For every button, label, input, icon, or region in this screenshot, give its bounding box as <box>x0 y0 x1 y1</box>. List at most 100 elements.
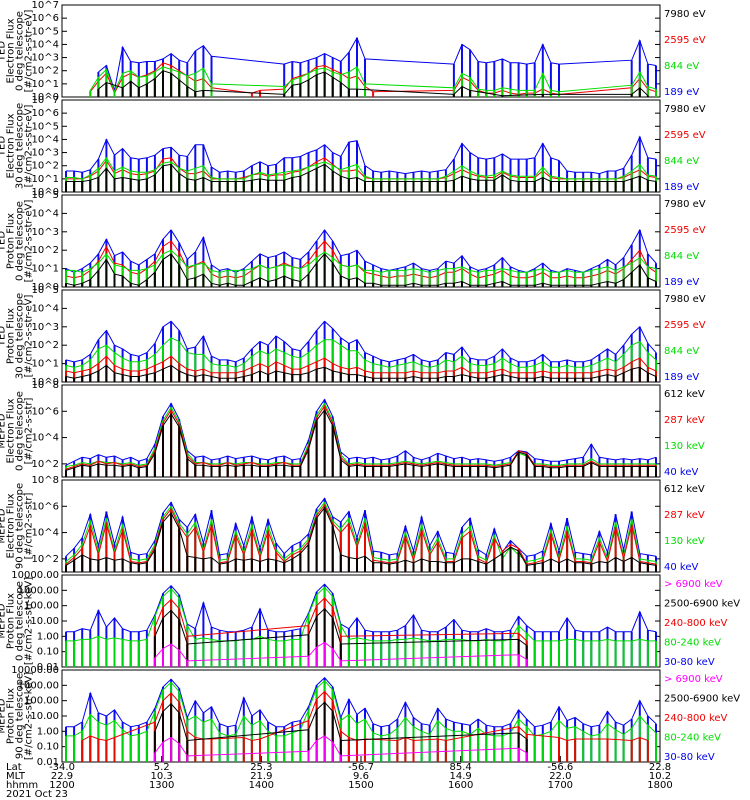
lat-value: 5.2 <box>154 762 170 773</box>
legend-label: 844 eV <box>664 346 699 357</box>
series-black <box>65 163 657 192</box>
y-axis-label-line: 0 deg telescope <box>15 581 26 661</box>
series-line <box>66 156 657 180</box>
y-axis-label-line: TED <box>0 231 8 252</box>
series-line <box>65 506 657 566</box>
series-line <box>65 355 657 374</box>
y-axis-label-line: Proton Flux <box>6 593 17 649</box>
y-axis-label-line: 90 deg telescope <box>15 483 26 569</box>
legend-label: 612 keV <box>664 484 705 495</box>
series-spikes <box>97 37 657 97</box>
legend-label: 612 keV <box>664 389 705 400</box>
legend-label: 130 keV <box>664 441 705 452</box>
series-line <box>65 501 657 563</box>
series-spikes <box>153 642 528 667</box>
y-axis-label-line: TED <box>0 326 8 347</box>
y-tick-label: 10^5 <box>32 285 59 296</box>
legend-label: 2595 eV <box>664 35 706 46</box>
y-tick-label: 10.00 <box>30 711 59 722</box>
y-tick-label: 10^3 <box>32 148 59 159</box>
y-axis-label-line: [#/cm2-s-str-eV] <box>24 10 35 93</box>
y-tick-label: 0.01 <box>37 662 59 673</box>
y-tick-label: 10^4 <box>32 39 59 50</box>
y-tick-label: 10^2 <box>32 66 59 77</box>
series-magenta <box>153 641 528 667</box>
hhmm-value: 1700 <box>548 780 573 791</box>
mlt-value: 9.6 <box>353 771 369 782</box>
mlt-value: 10.3 <box>151 771 173 782</box>
legend-label: 7980 eV <box>664 104 706 115</box>
y-axis-label-line: [#/cm2-s-str] <box>24 397 35 464</box>
legend-label: 7980 eV <box>664 199 706 210</box>
series-blue <box>97 36 657 97</box>
y-tick-label: 10^6 <box>32 108 59 119</box>
hhmm-value: 1500 <box>348 780 373 791</box>
hhmm-row-label: hhmm <box>6 780 38 791</box>
y-tick-label: 10^1 <box>32 359 59 370</box>
series-line <box>65 320 657 363</box>
y-tick-label: 10000.00 <box>11 570 59 581</box>
series-line <box>65 497 657 557</box>
series-black <box>65 409 657 477</box>
series-black <box>97 70 649 97</box>
y-tick-label: 10^4 <box>32 134 59 145</box>
legend-label: > 6900 keV <box>664 579 723 590</box>
legend-label: 189 eV <box>664 182 699 193</box>
legend-label: 7980 eV <box>664 294 706 305</box>
y-tick-label: 1.00 <box>37 631 59 642</box>
legend-label: > 6900 keV <box>664 674 723 685</box>
series-red <box>89 62 657 97</box>
legend-label: 40 keV <box>664 562 698 573</box>
legend-label: 2595 eV <box>664 225 706 236</box>
y-axis-label-line: Electron Flux <box>6 18 17 83</box>
y-axis-label-line: MEPED <box>0 698 8 733</box>
hhmm-value: 1400 <box>249 780 274 791</box>
y-tick-label: 10^2 <box>32 459 59 470</box>
y-axis-label-line: 30 deg telescope <box>15 293 26 379</box>
series-magenta <box>153 735 528 762</box>
y-axis-label-line: Electron Flux <box>6 493 17 558</box>
y-axis-label-line: Electron Flux <box>6 113 17 178</box>
y-tick-label: 10^3 <box>32 227 59 238</box>
y-tick-label: 10^0 <box>32 92 59 103</box>
lat-value: -56.6 <box>547 762 573 773</box>
legend-label: 80-240 keV <box>664 733 721 744</box>
legend-label: 189 eV <box>664 87 699 98</box>
plot-frame <box>61 669 661 763</box>
y-tick-label: 0.10 <box>37 647 59 658</box>
y-axis-label-line: [#/cm2-s-str-keV] <box>24 672 35 760</box>
series-line <box>154 735 527 757</box>
plot-frame <box>61 99 661 193</box>
y-tick-label: 10^4 <box>32 303 59 314</box>
series-line <box>154 701 528 742</box>
legend-label: 844 eV <box>664 251 699 262</box>
y-tick-label: 10^2 <box>32 340 59 351</box>
panel-p8: 0.01 0.10 1.00 10.00 100.00 1000.00 10000.00 ME… <box>0 665 740 768</box>
series-line <box>66 135 657 175</box>
y-axis-label-line: [#/cm2-s-str] <box>24 492 35 559</box>
mlt-value: 22.9 <box>51 771 73 782</box>
series-spikes <box>65 164 657 192</box>
legend-label: 844 eV <box>664 61 699 72</box>
series-line <box>65 409 656 471</box>
y-tick-label: 10^2 <box>32 245 59 256</box>
y-axis-label-line: 90 deg telescope <box>15 673 26 759</box>
y-tick-label: 10^1 <box>32 174 59 185</box>
y-axis-label-line: [#/cm2-s-str-eV] <box>24 295 35 378</box>
y-tick-label: 10^8 <box>32 475 59 486</box>
mlt-value: 21.9 <box>250 771 272 782</box>
y-tick-label: 10^2 <box>32 161 59 172</box>
series-line <box>81 690 649 742</box>
plot-frame <box>61 289 661 383</box>
y-axis-label-line: [#/cm2-s-str-eV] <box>24 200 35 283</box>
series-line <box>65 402 656 467</box>
series-line <box>66 679 657 737</box>
series-line <box>65 253 657 286</box>
series-line <box>65 364 657 379</box>
y-tick-label: 10^7 <box>32 0 59 11</box>
series-line <box>66 249 657 273</box>
y-tick-label: 10^1 <box>32 264 59 275</box>
y-tick-label: 10^1 <box>32 79 59 90</box>
